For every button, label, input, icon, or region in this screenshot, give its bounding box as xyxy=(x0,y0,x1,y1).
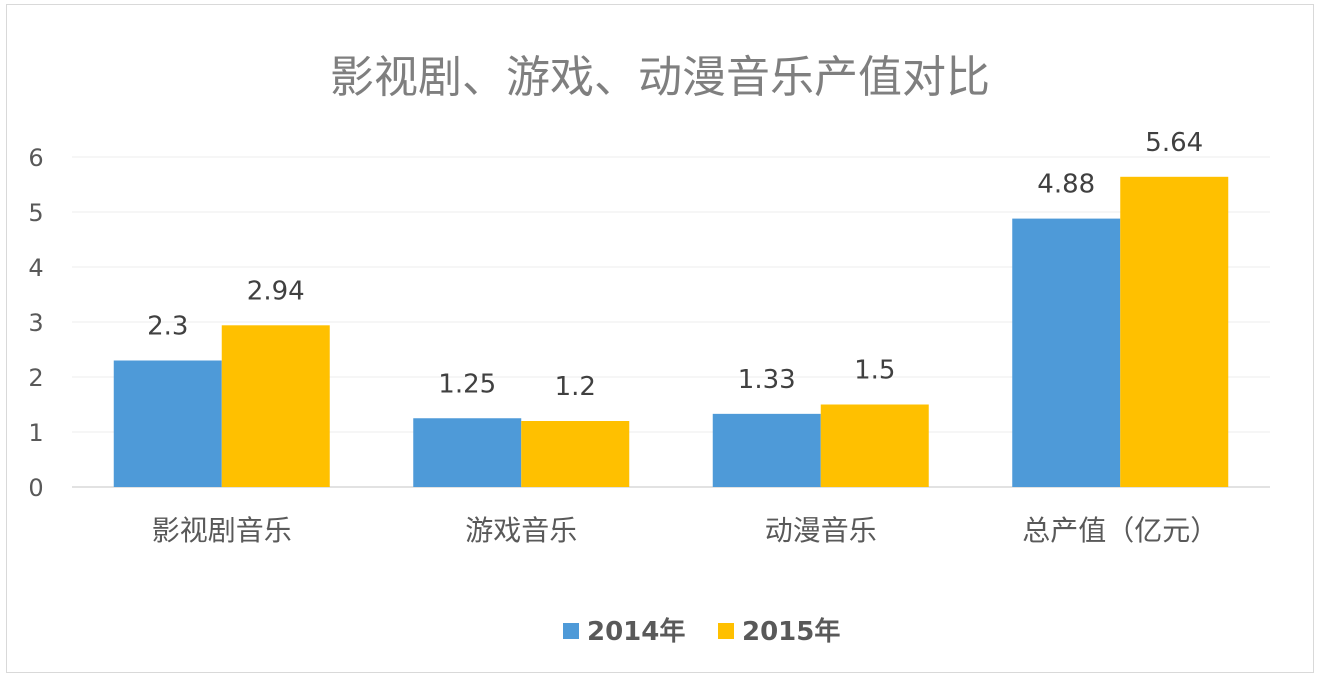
data-label: 2.3 xyxy=(147,312,188,342)
data-label: 1.25 xyxy=(438,369,496,399)
bar-2015-2 xyxy=(820,404,929,487)
bar-2014-1 xyxy=(413,418,522,487)
legend-label: 2014年 xyxy=(587,616,685,647)
category-label: 游戏音乐 xyxy=(465,514,577,547)
data-labels: 2.3 2.94 1.25 1.2 1.33 1.5 4.88 5.64 xyxy=(147,128,1203,402)
category-label: 总产值（亿元） xyxy=(1022,514,1218,547)
data-label: 1.2 xyxy=(555,372,596,402)
bar-2014-3 xyxy=(1012,218,1121,487)
y-tick-label: 5 xyxy=(28,199,43,227)
bar-2014-2 xyxy=(712,413,821,487)
category-label: 影视剧音乐 xyxy=(152,514,292,547)
x-axis: 影视剧音乐 游戏音乐 动漫音乐 总产值（亿元） xyxy=(152,514,1219,547)
bar-2015-3 xyxy=(1120,176,1229,488)
y-tick-label: 3 xyxy=(28,309,43,337)
y-axis: 0 1 2 3 4 5 6 xyxy=(28,144,43,502)
y-tick-label: 6 xyxy=(28,144,43,172)
data-label: 4.88 xyxy=(1037,170,1095,200)
data-label: 1.33 xyxy=(738,365,796,395)
chart-title: 影视剧、游戏、动漫音乐产值对比 xyxy=(330,52,990,103)
y-tick-label: 1 xyxy=(28,419,43,447)
y-tick-label: 2 xyxy=(28,364,43,392)
bar-2015-1 xyxy=(521,421,630,487)
legend: 2014年 2015年 xyxy=(563,616,840,647)
legend-label: 2015年 xyxy=(742,616,840,647)
y-tick-label: 0 xyxy=(28,474,43,502)
data-label: 1.5 xyxy=(854,356,895,386)
legend-swatch xyxy=(563,623,579,639)
category-label: 动漫音乐 xyxy=(765,514,877,547)
y-tick-label: 4 xyxy=(28,254,43,282)
bars xyxy=(113,176,1229,488)
bar-2014-0 xyxy=(113,360,222,487)
data-label: 2.94 xyxy=(247,276,305,306)
bar-2015-0 xyxy=(221,325,330,487)
data-label: 5.64 xyxy=(1145,128,1203,158)
legend-swatch xyxy=(718,623,734,639)
